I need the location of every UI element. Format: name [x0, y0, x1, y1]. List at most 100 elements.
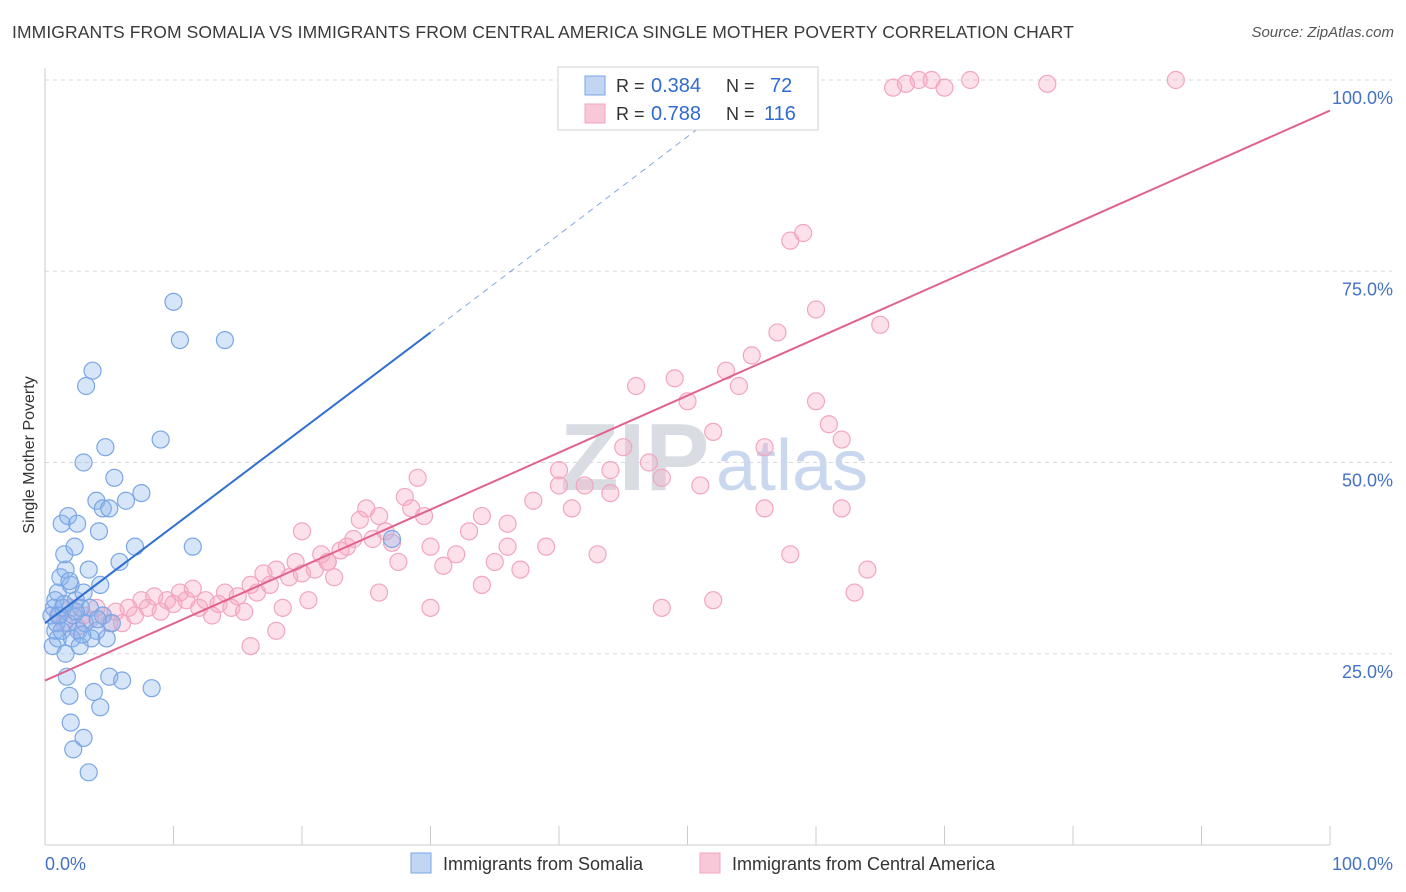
- x-tick-label-1: 100.0%: [1332, 854, 1393, 874]
- central-america-point: [459, 522, 479, 541]
- somalia-point: [88, 610, 107, 629]
- somalia-point: [112, 671, 132, 690]
- central-america-point: [704, 591, 723, 610]
- central-america-point: [434, 556, 453, 575]
- central-america-point: [781, 545, 800, 564]
- somalia-point: [183, 537, 202, 556]
- central-america-point: [588, 545, 607, 564]
- central-america-point: [370, 583, 389, 602]
- source-credit: Source: ZipAtlas.com: [1251, 24, 1394, 41]
- central-america-point: [408, 468, 427, 487]
- central-america-point: [819, 415, 838, 434]
- legend-n-label-1: N =: [726, 76, 755, 96]
- central-america-point: [832, 430, 851, 449]
- central-america-point: [935, 78, 954, 97]
- central-america-point: [601, 484, 620, 503]
- bottom-legend-label-somalia: Immigrants from Somalia: [443, 854, 644, 874]
- y-tick-labels: 25.0% 50.0% 75.0% 100.0%: [1332, 88, 1393, 682]
- somalia-point: [151, 430, 170, 449]
- central-america-point: [325, 568, 344, 587]
- central-america-point: [729, 376, 749, 396]
- somalia-point: [79, 560, 98, 579]
- central-america-point: [704, 422, 723, 441]
- bottom-legend-swatch-central-america: [699, 852, 721, 874]
- central-america-point: [909, 70, 928, 90]
- central-america-point: [665, 369, 684, 388]
- x-tick-label-0: 0.0%: [45, 854, 86, 874]
- central-america-point: [639, 453, 659, 472]
- somalia-point: [215, 331, 234, 350]
- series-legend: Immigrants from Somalia Immigrants from …: [410, 852, 996, 874]
- somalia-point: [64, 740, 83, 759]
- somalia-point: [164, 292, 183, 311]
- somalia-point: [97, 629, 116, 648]
- bottom-legend-swatch-somalia: [410, 852, 432, 874]
- somalia-point: [74, 728, 93, 748]
- central-america-point: [241, 636, 260, 656]
- somalia-point: [110, 552, 129, 572]
- series-somalia-points: [42, 292, 402, 782]
- central-america-point: [549, 461, 569, 480]
- somalia-point: [55, 594, 74, 614]
- somalia-point: [125, 537, 145, 556]
- gridlines: [45, 79, 1392, 655]
- central-america-point: [421, 537, 440, 556]
- somalia-point: [61, 713, 80, 732]
- legend-r-label-2: R =: [616, 104, 645, 124]
- central-america-point: [858, 560, 877, 579]
- somalia-point: [62, 629, 82, 648]
- central-america-point: [267, 621, 286, 640]
- central-america-point: [652, 598, 671, 617]
- central-america-point: [871, 315, 890, 334]
- central-america-point: [472, 506, 491, 526]
- central-america-point: [183, 579, 202, 598]
- bottom-legend-label-central-america: Immigrants from Central America: [732, 854, 996, 874]
- somalia-point: [83, 361, 102, 380]
- central-america-point: [382, 533, 402, 552]
- central-america-point: [845, 583, 864, 602]
- somalia-point: [142, 679, 161, 698]
- correlation-legend: R = 0.384 N = 72 R = 0.788 N = 116: [557, 66, 819, 131]
- somalia-point: [73, 625, 92, 644]
- trendline-central-america: [44, 109, 1331, 682]
- somalia-point: [82, 629, 101, 648]
- somalia-point: [60, 571, 79, 591]
- central-america-point: [537, 537, 556, 556]
- central-america-point: [626, 376, 646, 396]
- central-america-point: [806, 300, 826, 319]
- series-central-america-points: [48, 70, 1185, 656]
- legend-swatch-somalia: [584, 75, 606, 96]
- central-america-point: [292, 522, 312, 541]
- central-america-point: [273, 598, 292, 617]
- central-america-point: [524, 491, 543, 510]
- central-america-point: [498, 514, 517, 533]
- central-america-point: [768, 323, 787, 342]
- watermark-atlas: atlas: [716, 426, 868, 506]
- central-america-point: [575, 476, 594, 495]
- y-tick-label-1: 50.0%: [1342, 471, 1393, 491]
- somalia-point: [132, 484, 151, 503]
- somalia-point: [96, 438, 115, 457]
- legend-r-value-somalia: 0.384: [651, 75, 701, 97]
- somalia-point: [77, 376, 96, 396]
- somalia-point: [79, 763, 98, 782]
- somalia-point: [170, 331, 190, 350]
- central-america-point: [299, 591, 318, 610]
- trendline-somalia-extension: [430, 87, 753, 333]
- somalia-point: [116, 491, 136, 510]
- legend-n-value-central-america: 116: [764, 103, 796, 125]
- central-america-point: [961, 70, 980, 90]
- central-america-point: [755, 499, 774, 518]
- axes: [44, 68, 1331, 846]
- somalia-point: [91, 575, 110, 595]
- y-tick-label-2: 75.0%: [1342, 279, 1393, 299]
- somalia-point: [89, 522, 109, 541]
- legend-n-label-2: N =: [726, 104, 755, 124]
- central-america-point: [832, 499, 851, 518]
- somalia-point: [55, 545, 74, 564]
- somalia-point: [60, 686, 79, 705]
- somalia-point: [84, 682, 103, 702]
- legend-swatch-central-america: [584, 103, 606, 124]
- trendlines: [44, 87, 1331, 682]
